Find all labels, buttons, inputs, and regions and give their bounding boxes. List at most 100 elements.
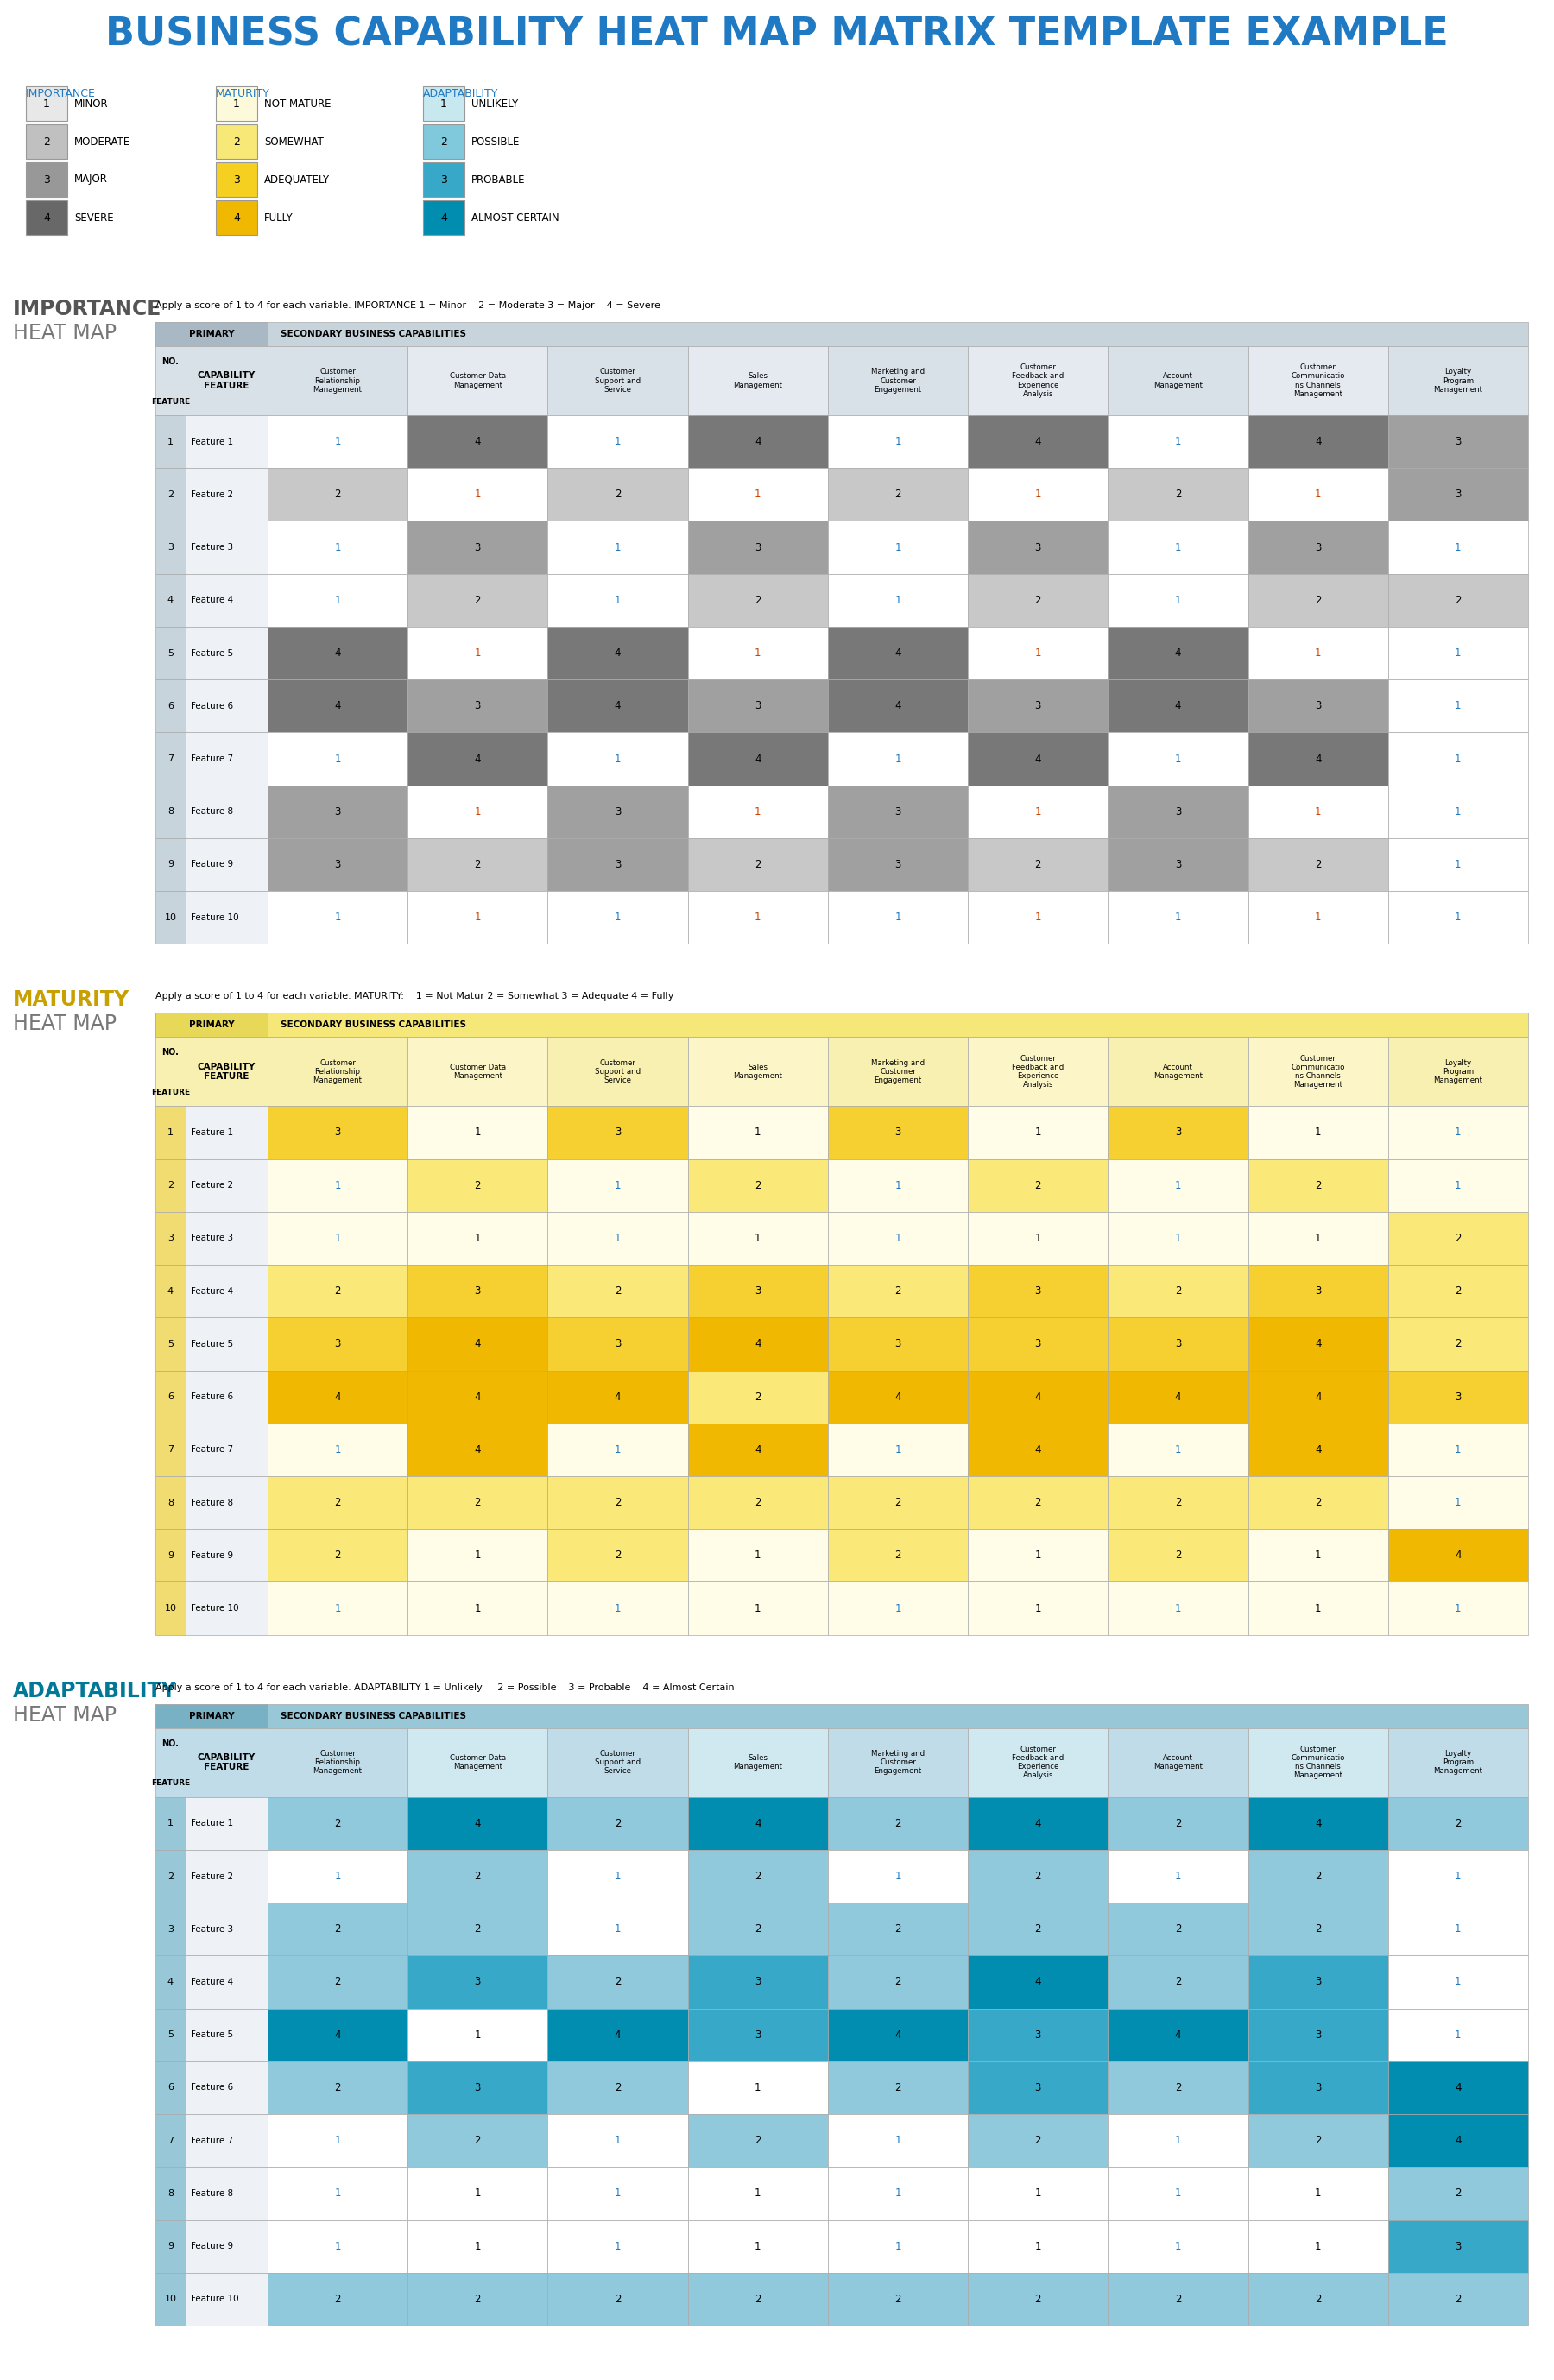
Text: 4: 4 — [1455, 2135, 1461, 2147]
Text: 2: 2 — [1035, 1923, 1041, 1935]
Bar — [1108, 1849, 1248, 1902]
Bar — [1108, 785, 1248, 838]
Text: 1: 1 — [895, 2135, 901, 2147]
Text: 4: 4 — [614, 700, 622, 712]
Text: 3: 3 — [1035, 1285, 1041, 1297]
Bar — [267, 469, 407, 521]
Text: 1: 1 — [440, 98, 448, 109]
Text: 1: 1 — [233, 98, 239, 109]
Text: 4: 4 — [474, 1818, 480, 1830]
Text: 3: 3 — [334, 859, 340, 871]
Bar — [1388, 2168, 1528, 2221]
Text: 1: 1 — [895, 1602, 901, 1614]
Bar — [688, 681, 828, 733]
Text: 4: 4 — [755, 1338, 761, 1349]
Bar — [828, 345, 968, 414]
Text: Loyalty
Program
Management: Loyalty Program Management — [1433, 1059, 1483, 1085]
Bar — [547, 1476, 688, 1528]
Text: 2: 2 — [233, 136, 239, 148]
Text: Customer
Communicatio
ns Channels
Management: Customer Communicatio ns Channels Manage… — [1291, 1054, 1344, 1088]
Text: Feature 2: Feature 2 — [191, 1873, 233, 1880]
Bar — [267, 1902, 407, 1956]
Bar — [267, 733, 407, 785]
Bar — [1248, 521, 1388, 574]
Bar — [1108, 521, 1248, 574]
Bar — [968, 1476, 1108, 1528]
Text: 1: 1 — [755, 807, 761, 816]
Text: 1: 1 — [1315, 1549, 1321, 1561]
Bar — [547, 1159, 688, 1211]
Bar — [1108, 1583, 1248, 1635]
Bar — [267, 1423, 407, 1476]
Bar — [407, 2061, 547, 2113]
Text: 1: 1 — [1175, 1233, 1181, 1245]
Text: 10: 10 — [165, 2294, 177, 2304]
Text: 1: 1 — [1455, 1128, 1461, 1138]
Text: Feature 2: Feature 2 — [191, 1180, 233, 1190]
Bar — [1108, 1528, 1248, 1583]
Text: 4: 4 — [1035, 752, 1041, 764]
Text: 4: 4 — [1315, 1445, 1321, 1454]
Text: 1: 1 — [1315, 647, 1321, 659]
Bar — [185, 1583, 267, 1635]
Bar — [828, 469, 968, 521]
Text: 1: 1 — [334, 2240, 340, 2251]
Text: 3: 3 — [614, 859, 622, 871]
Bar — [155, 1264, 185, 1319]
Text: 3: 3 — [168, 1233, 174, 1242]
Bar — [828, 1159, 968, 1211]
Text: 2: 2 — [474, 1923, 480, 1935]
Text: 2: 2 — [614, 1285, 622, 1297]
Text: 7: 7 — [168, 754, 174, 764]
Bar — [1388, 345, 1528, 414]
Text: 1: 1 — [1455, 1975, 1461, 1987]
Bar — [155, 733, 185, 785]
Text: CAPABILITY
FEATURE: CAPABILITY FEATURE — [197, 1754, 256, 1771]
Text: 1: 1 — [1175, 1180, 1181, 1190]
Bar — [185, 1528, 267, 1583]
Bar — [1248, 1371, 1388, 1423]
Text: 2: 2 — [334, 2294, 340, 2304]
Text: 2: 2 — [334, 1923, 340, 1935]
Bar — [1388, 626, 1528, 681]
Bar — [547, 1264, 688, 1319]
Text: Feature 3: Feature 3 — [191, 1233, 233, 1242]
Text: 1: 1 — [1315, 2187, 1321, 2199]
Text: 2: 2 — [755, 1180, 761, 1190]
Text: 4: 4 — [1315, 752, 1321, 764]
Bar — [407, 414, 547, 469]
Bar — [688, 785, 828, 838]
Bar — [267, 1159, 407, 1211]
Bar — [185, 2273, 267, 2325]
Bar — [267, 1476, 407, 1528]
Bar — [1248, 2061, 1388, 2113]
Text: 1: 1 — [334, 752, 340, 764]
Text: 1: 1 — [334, 1445, 340, 1454]
Text: 1: 1 — [334, 2135, 340, 2147]
Text: 3: 3 — [895, 1338, 901, 1349]
Text: 6: 6 — [168, 2082, 174, 2092]
Text: 4: 4 — [1315, 1338, 1321, 1349]
Bar — [828, 838, 968, 890]
Bar — [688, 574, 828, 626]
Text: Customer
Relationship
Management: Customer Relationship Management — [312, 369, 362, 393]
Text: 2: 2 — [895, 1818, 901, 1830]
Text: Feature 10: Feature 10 — [191, 914, 239, 921]
Bar — [1248, 1956, 1388, 2009]
Text: 1: 1 — [755, 2240, 761, 2251]
Text: 3: 3 — [614, 807, 622, 816]
Bar — [1248, 414, 1388, 469]
Bar — [155, 321, 267, 345]
Text: Feature 4: Feature 4 — [191, 1978, 233, 1987]
Bar — [828, 574, 968, 626]
Text: 2: 2 — [1175, 1818, 1181, 1830]
Text: Loyalty
Program
Management: Loyalty Program Management — [1433, 1749, 1483, 1775]
Text: 2: 2 — [895, 1975, 901, 1987]
Text: Account
Management: Account Management — [1153, 1064, 1203, 1081]
Text: 1: 1 — [168, 1818, 174, 1828]
Text: Marketing and
Customer
Engagement: Marketing and Customer Engagement — [872, 1749, 925, 1775]
Text: 5: 5 — [168, 2030, 174, 2040]
Text: 3: 3 — [1175, 1128, 1181, 1138]
Bar — [1108, 1956, 1248, 2009]
Text: 8: 8 — [168, 1499, 174, 1507]
